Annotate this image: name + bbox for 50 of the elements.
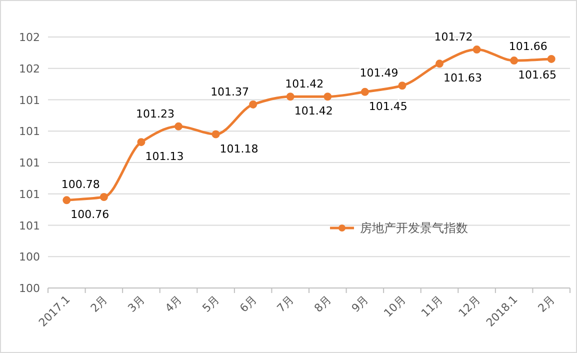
x-tick-label: 12月 [456,292,483,320]
x-tick-label: 7月 [274,292,296,315]
point [286,92,294,101]
data-label: 101.65 [518,68,557,82]
data-label: 101.42 [285,78,324,91]
point [137,138,146,146]
point [212,130,220,138]
y-tick-label: 101 [19,188,40,201]
y-tick-label: 100 [19,282,40,295]
data-label: 101.42 [294,104,333,118]
point [360,88,369,96]
x-tick-label: 9月 [349,292,372,315]
legend-label: 房地产开发景气指数 [360,221,468,235]
x-tick-label: 11月 [418,292,446,320]
x-tick-label: 8月 [312,292,334,315]
data-label: 101.13 [145,150,184,164]
point [547,54,556,63]
data-label: 100.78 [61,178,100,192]
point [436,60,444,68]
point [174,122,182,130]
y-tick-label: 101 [19,125,40,138]
x-tick-label: 6月 [237,292,260,315]
y-tick-label: 101 [19,156,40,170]
data-label: 101.23 [136,107,174,120]
point [249,100,258,108]
y-tick-label: 101 [19,94,40,107]
data-label: 101.37 [210,85,250,98]
data-label: 101.66 [508,40,548,53]
point [472,46,481,54]
y-tick-label: 102 [19,31,40,44]
data-label: 101.72 [434,30,473,44]
point [398,82,406,90]
data-label: 101.49 [360,66,398,80]
x-tick-label: 2月 [88,292,110,315]
point [510,56,518,65]
data-label: 100.76 [70,208,110,222]
data-label: 101.18 [220,142,258,156]
x-tick-label: 3月 [125,292,148,315]
x-tick-label: 10月 [381,292,408,320]
point [62,196,71,204]
x-tick-label: 5月 [200,292,222,315]
data-label: 101.63 [444,72,482,85]
x-tick-label: 4月 [162,292,185,315]
y-tick-label: 102 [19,62,40,76]
y-tick-label: 100 [19,250,40,264]
point [100,193,108,202]
point [324,92,332,101]
data-label: 101.45 [368,100,408,113]
x-tick-label: 2月 [536,292,558,315]
y-tick-label: 101 [19,219,40,232]
